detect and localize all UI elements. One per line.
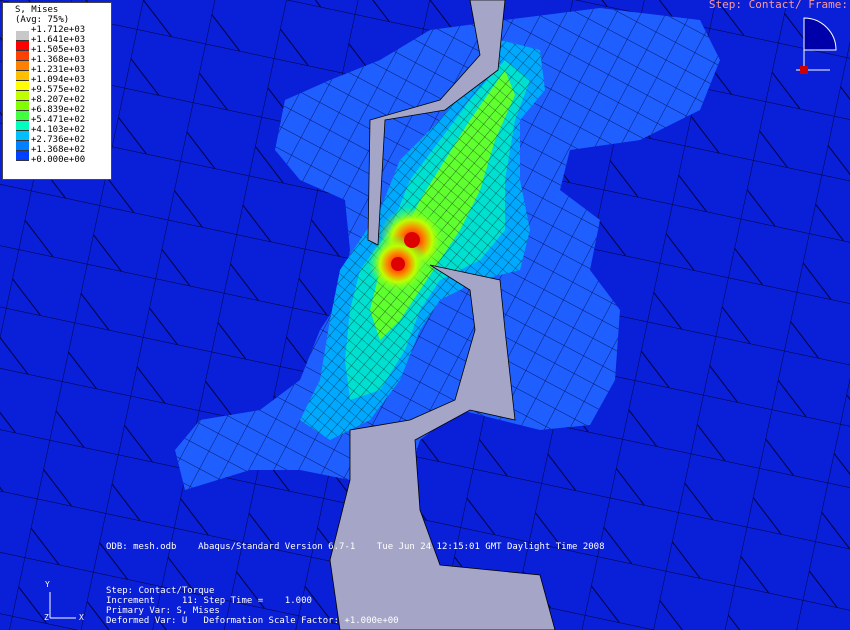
stress-legend: S, Mises (Avg: 75%) +1.712e+03 +1.641e+0… <box>2 2 112 180</box>
legend-swatch <box>16 111 29 121</box>
legend-swatch <box>16 91 29 101</box>
step-frame-label: Step: Contact/ Frame: <box>708 0 848 11</box>
legend-swatch <box>16 141 29 151</box>
legend-value: +9.575e+02 <box>31 85 86 95</box>
view-orientation-triad[interactable] <box>796 10 846 76</box>
legend-value: +1.712e+03 <box>31 25 86 35</box>
legend-value: +2.736e+02 <box>31 135 86 145</box>
legend-swatch <box>16 71 29 81</box>
legend-title: S, Mises <box>15 5 59 15</box>
legend-value: +8.207e+02 <box>31 95 86 105</box>
legend-value: +1.094e+03 <box>31 75 86 85</box>
legend-value: +5.471e+02 <box>31 115 86 125</box>
contact-gap-upper <box>367 0 506 246</box>
legend-swatch <box>16 151 29 161</box>
legend-swatch <box>16 81 29 91</box>
deformed-var-line: Deformed Var: U Deformation Scale Factor… <box>106 616 399 626</box>
legend-swatch <box>16 101 29 111</box>
legend-subtitle: (Avg: 75%) <box>15 15 70 25</box>
primary-var-line: Primary Var: S, Mises <box>106 606 220 616</box>
legend-value: +1.505e+03 <box>31 45 86 55</box>
step-info-line: Step: Contact/Torque <box>106 586 215 596</box>
odb-info: ODB: mesh.odb Abaqus/Standard Version 6.… <box>106 542 605 552</box>
legend-value: +1.231e+03 <box>31 65 86 75</box>
increment-info-line: Increment 11: Step Time = 1.000 <box>106 596 312 606</box>
legend-values: +1.712e+03 +1.641e+03 +1.505e+03 +1.368e… <box>31 25 85 165</box>
legend-value: +6.839e+02 <box>31 105 86 115</box>
legend-swatch <box>16 31 29 41</box>
legend-swatch <box>16 131 29 141</box>
legend-value: +1.641e+03 <box>31 35 86 45</box>
pivot-marker-icon <box>800 66 808 74</box>
axis-y-label: Y <box>45 580 50 589</box>
legend-value: +1.368e+03 <box>31 55 86 65</box>
axis-x-label: X <box>79 613 84 622</box>
legend-swatch <box>16 51 29 61</box>
quarter-circle-icon <box>803 17 837 51</box>
legend-value: +1.368e+02 <box>31 145 86 155</box>
legend-swatch <box>16 121 29 131</box>
contact-gap-lower <box>329 264 556 630</box>
axis-z-label: Z <box>44 613 49 622</box>
legend-swatches <box>16 31 29 161</box>
legend-value: +0.000e+00 <box>31 155 86 165</box>
legend-value: +4.103e+02 <box>31 125 86 135</box>
legend-swatch <box>16 61 29 71</box>
legend-swatch <box>16 41 29 51</box>
axis-triad-icon <box>49 592 76 619</box>
